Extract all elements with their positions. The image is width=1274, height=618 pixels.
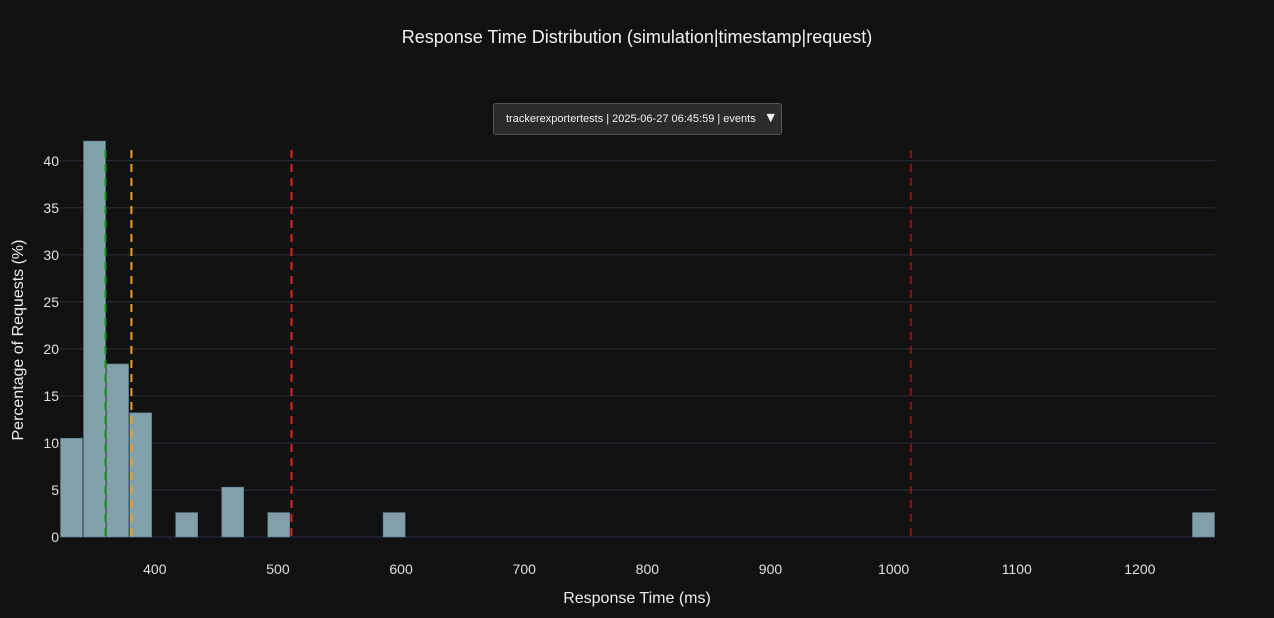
x-tick-label: 800 <box>636 561 660 577</box>
y-tick-label: 10 <box>43 435 59 451</box>
y-tick-label: 30 <box>43 247 59 263</box>
histogram-bar <box>382 512 406 538</box>
x-axis-ticks: 400 500 600 700 800 900 1000 1100 1200 <box>143 561 1156 577</box>
histogram-bar <box>175 512 198 538</box>
x-tick-label: 400 <box>143 561 167 577</box>
histogram-bar <box>221 486 245 538</box>
run-selector-dropdown[interactable]: trackerexportertests | 2025-06-27 06:45:… <box>493 103 782 135</box>
x-tick-label: 900 <box>759 561 783 577</box>
y-tick-label: 5 <box>51 482 59 498</box>
x-tick-label: 1100 <box>1002 561 1032 577</box>
y-tick-label: 35 <box>43 200 59 216</box>
y-axis-title: Percentage of Requests (%) <box>10 240 27 441</box>
x-axis-title: Response Time (ms) <box>563 590 711 607</box>
y-tick-label: 0 <box>51 529 59 545</box>
y-tick-label: 20 <box>43 341 59 357</box>
chart-title: Response Time Distribution (simulation|t… <box>401 27 873 47</box>
y-tick-label: 25 <box>43 294 59 310</box>
triangle-down-icon: ▼ <box>766 111 775 124</box>
histogram-bar <box>60 437 83 538</box>
x-tick-label: 700 <box>513 561 537 577</box>
y-tick-label: 40 <box>43 153 59 169</box>
y-tick-label: 15 <box>43 388 59 404</box>
y-axis-ticks: 0 5 10 15 20 25 30 35 40 <box>43 153 59 545</box>
reference-lines-layer <box>104 150 912 537</box>
x-tick-label: 1200 <box>1124 561 1155 577</box>
histogram-bar <box>267 512 291 538</box>
x-tick-label: 1000 <box>878 561 909 577</box>
histogram-bar <box>106 363 129 538</box>
bars-layer <box>60 140 1215 538</box>
x-tick-label: 600 <box>389 561 413 577</box>
run-selector-label: trackerexportertests | 2025-06-27 06:45:… <box>506 113 756 125</box>
histogram-bar <box>129 412 152 538</box>
grid-layer <box>60 160 1215 538</box>
histogram-bar <box>83 140 106 538</box>
histogram-bar <box>1192 512 1215 538</box>
x-tick-label: 500 <box>266 561 290 577</box>
